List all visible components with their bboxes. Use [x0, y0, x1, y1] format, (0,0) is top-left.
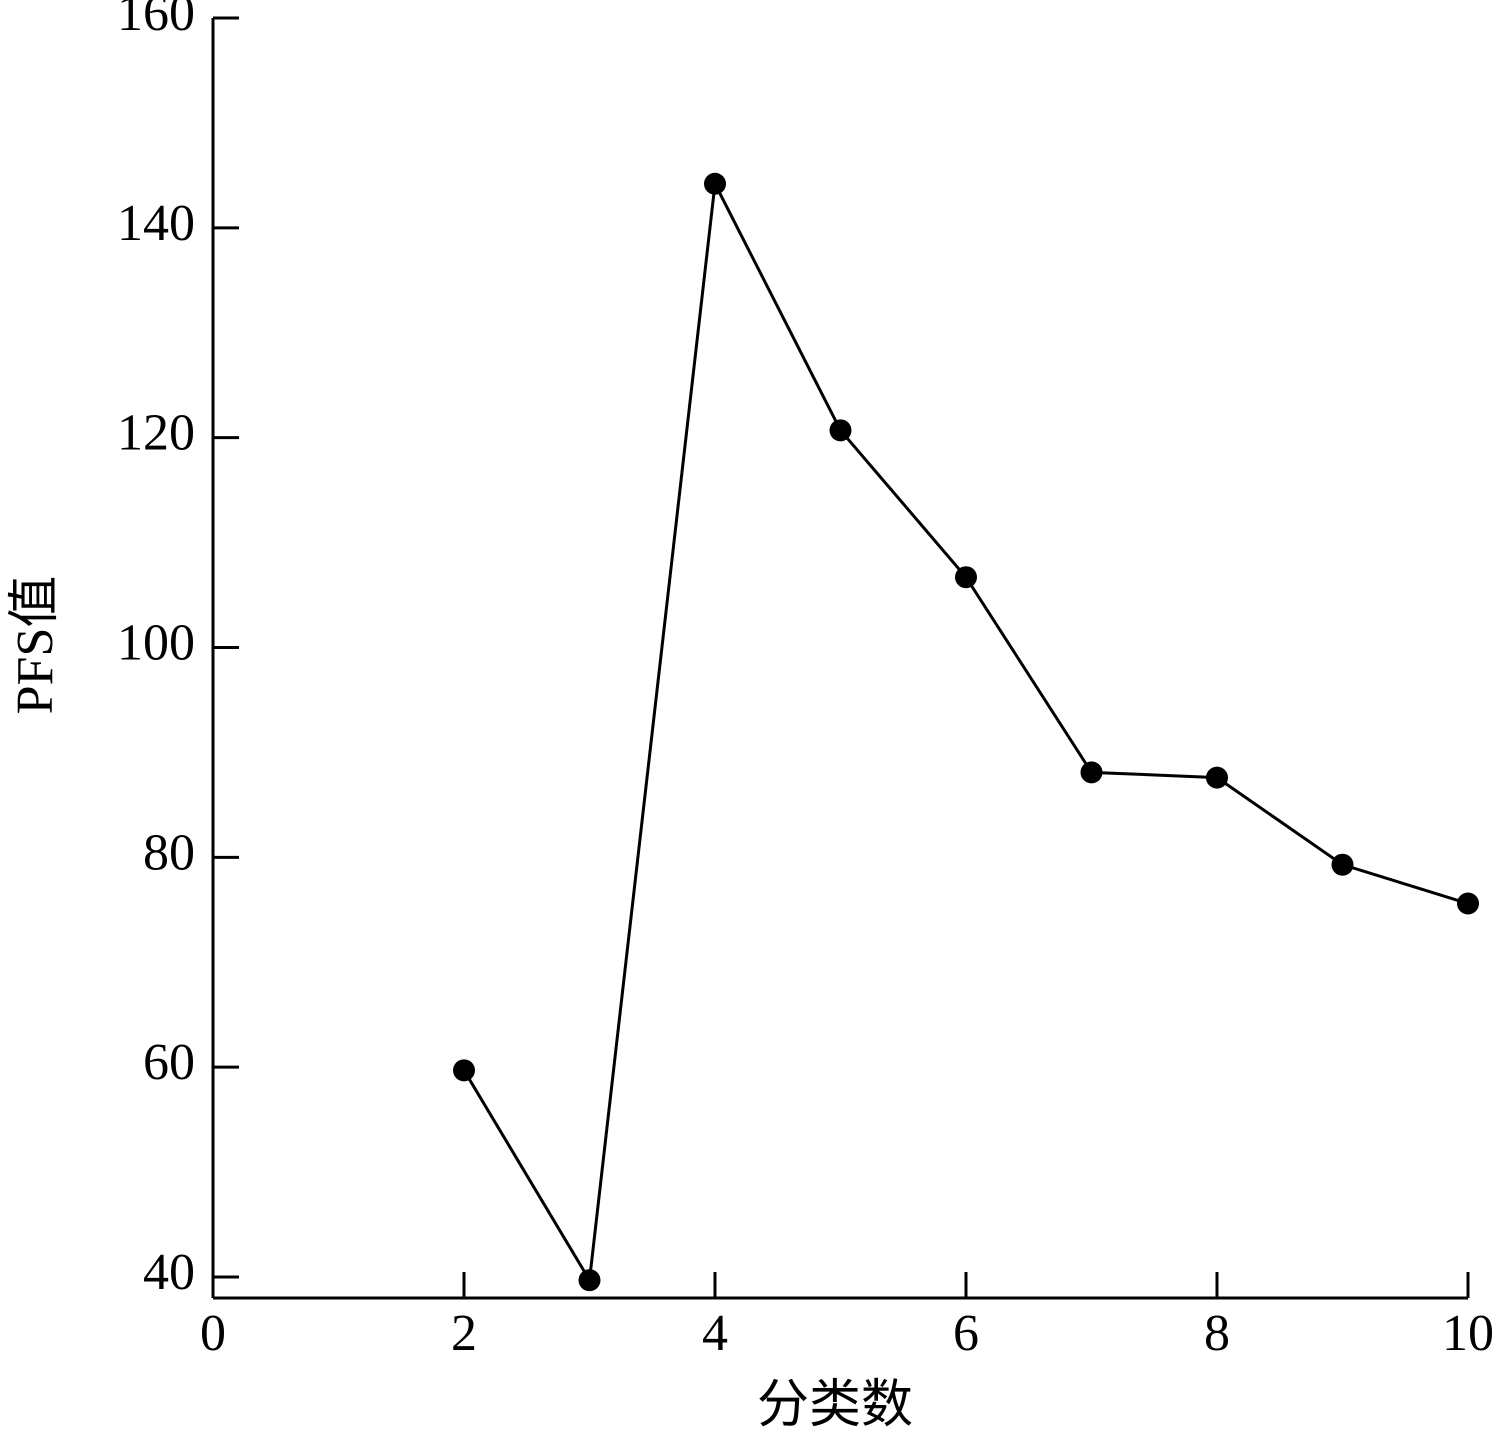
marker [1080, 761, 1103, 784]
y-tick-label: 140 [117, 195, 195, 252]
marker [1457, 892, 1479, 915]
x-tick-label: 0 [200, 1305, 226, 1362]
marker [1206, 766, 1228, 789]
y-tick-label: 160 [117, 0, 195, 42]
x-tick-label: 6 [953, 1305, 979, 1362]
x-axis-label: 分类数 [757, 1377, 913, 1434]
marker [1331, 853, 1354, 876]
marker [829, 419, 852, 442]
line [462, 178, 1469, 1285]
y-axis-label: PFS值 [7, 576, 64, 715]
y-tick-label: 40 [143, 1244, 195, 1301]
y-tick-label: 120 [117, 405, 195, 462]
x-tick-label: 8 [1204, 1305, 1230, 1362]
marker [955, 566, 977, 589]
x-tick-label: 2 [451, 1305, 477, 1362]
marker [453, 1059, 475, 1082]
x-tick-label: 4 [702, 1305, 728, 1362]
x-tick-label: 10 [1442, 1305, 1494, 1362]
marker [578, 1269, 601, 1292]
y-tick-label: 60 [143, 1034, 195, 1091]
y-tick-label: 80 [143, 824, 195, 881]
y-tick-label: 100 [117, 614, 195, 671]
marker [704, 172, 726, 195]
